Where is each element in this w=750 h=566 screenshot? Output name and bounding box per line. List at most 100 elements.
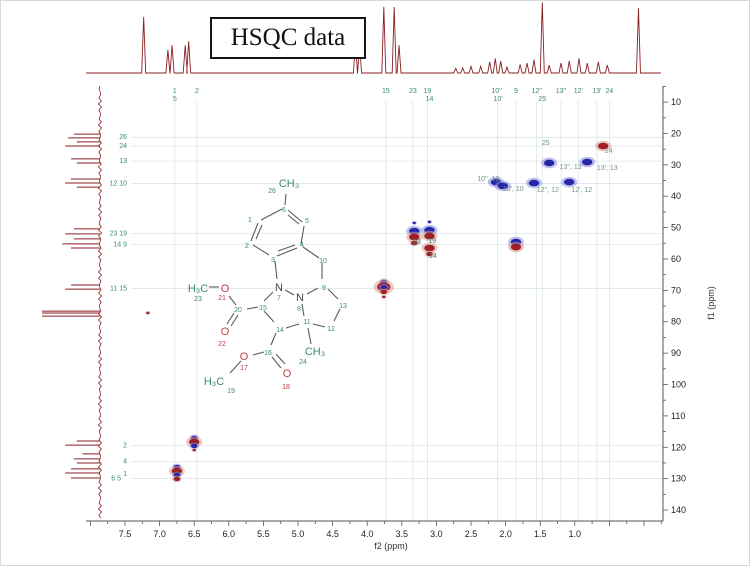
left-assignment-label: 12 10 <box>109 180 127 187</box>
top-assignment-label: 9 <box>514 88 518 95</box>
structure-bond <box>270 332 277 346</box>
structure-bond <box>300 225 305 245</box>
f1-tick-label: 20 <box>671 128 681 138</box>
cross-peak <box>424 244 435 252</box>
structure-bond <box>277 244 296 252</box>
top-assignment-label: 1 <box>173 88 177 95</box>
top-assignment-label: 15 <box>382 88 390 95</box>
structure-bond <box>275 353 286 365</box>
peak-assignment-label: 12', 12 <box>571 187 592 194</box>
f1-tick-label: 120 <box>671 442 686 452</box>
structure-bond <box>263 291 274 302</box>
f2-axis: 7.5 7.0 6.5 6.0 5.5 5.0 4.5 4.0 3.5 3.0 2.5 2.0 1.5 1… <box>86 520 663 539</box>
structure-atom-label: N <box>296 292 304 304</box>
left-assignment-label: 26 <box>119 134 127 141</box>
f1-tick-label: 140 <box>671 505 686 515</box>
structure-bond <box>260 208 283 221</box>
f1-tick-label: 80 <box>671 317 681 327</box>
f2-tick-label: 4.5 <box>326 529 339 539</box>
top-assignment-label: 13' <box>592 88 601 95</box>
structure-bond <box>229 360 242 374</box>
top-assignment-label: 24 <box>606 88 614 95</box>
structure-atom-label: 19 <box>227 388 235 395</box>
structure-bond <box>284 289 295 296</box>
f1-axis-label: f1 (ppm) <box>706 286 716 320</box>
left-assignment-label: 14 9 <box>113 242 127 249</box>
structure-atom-label: 17 <box>240 365 248 372</box>
f1-tick-label: 110 <box>671 411 685 421</box>
peak-assignment-label: 13', 13 <box>597 165 618 172</box>
f2-tick-label: 2.0 <box>499 529 512 539</box>
cross-peak <box>382 295 386 299</box>
structure-atom-label: CH₃ <box>305 346 325 358</box>
f1-tick-label: 130 <box>671 474 686 484</box>
structure-atom-label: N <box>275 282 283 294</box>
peak-assignment-label: 14 <box>429 253 437 260</box>
top-assignment-label: 10'' <box>491 88 501 95</box>
proton-trace-path <box>86 2 661 74</box>
cross-peak <box>191 443 198 449</box>
structure-atom-label: O <box>221 326 230 338</box>
f2-tick-label: 7.0 <box>153 529 166 539</box>
structure-atom-label: O <box>221 283 230 295</box>
f2-tick-label: 2.5 <box>465 529 478 539</box>
top-assignment-label: 12' <box>574 88 583 95</box>
cross-peak <box>543 159 555 167</box>
cross-peaks <box>145 140 612 483</box>
structure-atom-label: 20 <box>234 307 242 314</box>
top-proton-trace <box>86 2 661 74</box>
structure-bond <box>276 247 298 257</box>
structure-bond <box>271 356 282 369</box>
peak-assignment-label: 23 <box>413 239 421 246</box>
structure-atom-label: 2 <box>245 243 249 250</box>
structure-atom-label: 22 <box>218 341 226 348</box>
peak-assignment-label: 10', 10 <box>503 186 524 193</box>
structure-atom-label: O <box>240 351 249 363</box>
f2-tick-label: 3.0 <box>430 529 443 539</box>
cross-peak <box>146 311 150 315</box>
structure-atom-label: 15 <box>259 305 267 312</box>
cross-peak <box>173 476 181 482</box>
top-assignment-label: 19 <box>424 88 432 95</box>
peak-assignment-label: 24 <box>605 148 613 155</box>
left-carbon-trace <box>42 85 103 519</box>
structure-bond <box>263 310 275 323</box>
title-text: HSQC data <box>230 24 346 51</box>
structure-bond <box>230 314 239 327</box>
structure-atom-label: 4 <box>300 242 304 249</box>
f2-tick-label: 4.0 <box>361 529 374 539</box>
structure-atom-label: 26 <box>268 188 276 195</box>
structure-atom-label: 12 <box>327 326 335 333</box>
f1-tick-label: 30 <box>671 160 681 170</box>
structure-atom-label: 11 <box>303 319 310 326</box>
structure-atom-label: 5 <box>305 218 309 225</box>
peak-assignment-label: 25 <box>542 140 550 147</box>
left-assignment-label: 2 <box>123 443 127 450</box>
cross-peak <box>409 233 420 241</box>
structure-bond <box>287 209 303 223</box>
peak-assignment-label: 10'', 10 <box>477 176 499 183</box>
structure-bond <box>312 323 326 328</box>
structure-bond <box>306 287 319 295</box>
f2-tick-label: 5.5 <box>257 529 270 539</box>
structure-atom-label: CH₃ <box>279 178 299 190</box>
structure-atom-label: 23 <box>194 296 202 303</box>
left-assignment-label: 24 <box>119 143 127 150</box>
top-assignment-label: 14 <box>426 96 434 103</box>
f2-tick-label: 6.0 <box>223 529 236 539</box>
cross-peak <box>564 178 575 186</box>
structure-atom-label: 7 <box>277 295 281 302</box>
top-assignment-label: 25 <box>538 96 546 103</box>
structure-atom-label: 24 <box>299 359 307 366</box>
f1-tick-label: 70 <box>671 285 681 295</box>
f2-tick-label: 1.0 <box>569 529 582 539</box>
cross-peak <box>427 220 432 224</box>
structure-bond <box>274 260 278 280</box>
structure-atom-label: 13 <box>339 303 347 310</box>
structure-atom-label: 6 <box>282 207 286 214</box>
cross-peak <box>426 251 433 257</box>
left-assignment-label: 1 <box>123 471 127 478</box>
structure-bond <box>246 306 259 310</box>
